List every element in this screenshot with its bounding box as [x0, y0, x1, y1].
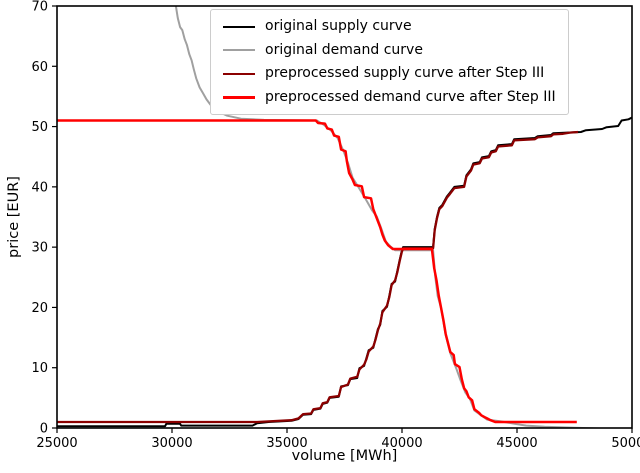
x-tick-label: 40000: [381, 436, 422, 451]
legend-item: original demand curve: [223, 42, 556, 60]
legend-item: preprocessed demand curve after Step III: [223, 89, 556, 107]
y-tick-label: 10: [31, 361, 48, 376]
x-tick-label: 30000: [151, 436, 192, 451]
y-tick-label: 50: [31, 120, 48, 135]
legend-item: preprocessed supply curve after Step III: [223, 65, 556, 83]
y-tick-label: 70: [31, 0, 48, 15]
legend-line-swatch-original-demand: [223, 49, 255, 52]
series-line-0: [57, 116, 632, 428]
legend-label: original supply curve: [265, 18, 412, 34]
y-tick-label: 60: [31, 60, 48, 75]
x-tick-label: 45000: [496, 436, 537, 451]
legend-item: original supply curve: [223, 18, 556, 36]
x-tick-label: 35000: [266, 436, 307, 451]
legend-label: preprocessed supply curve after Step III: [265, 65, 545, 81]
x-tick-label: 50000: [611, 436, 640, 451]
x-tick-label: 25000: [36, 436, 77, 451]
y-tick-label: 20: [31, 301, 48, 316]
legend: original supply curve original demand cu…: [210, 9, 569, 115]
y-tick-label: 40: [31, 180, 48, 195]
legend-line-swatch-preprocessed-demand: [223, 96, 255, 99]
series-line-2: [57, 130, 579, 424]
series-line-3: [57, 119, 577, 424]
legend-line-swatch-preprocessed-supply: [223, 72, 255, 75]
legend-label: preprocessed demand curve after Step III: [265, 88, 556, 105]
legend-label: original demand curve: [265, 41, 423, 58]
axes-frame: [56, 5, 633, 429]
y-tick-label: 0: [40, 422, 48, 437]
legend-line-swatch-original-supply: [223, 25, 255, 28]
y-tick-label: 30: [31, 241, 48, 256]
x-axis-label: volume [MWh]: [291, 448, 398, 464]
y-axis-label: price [EUR]: [6, 176, 22, 258]
